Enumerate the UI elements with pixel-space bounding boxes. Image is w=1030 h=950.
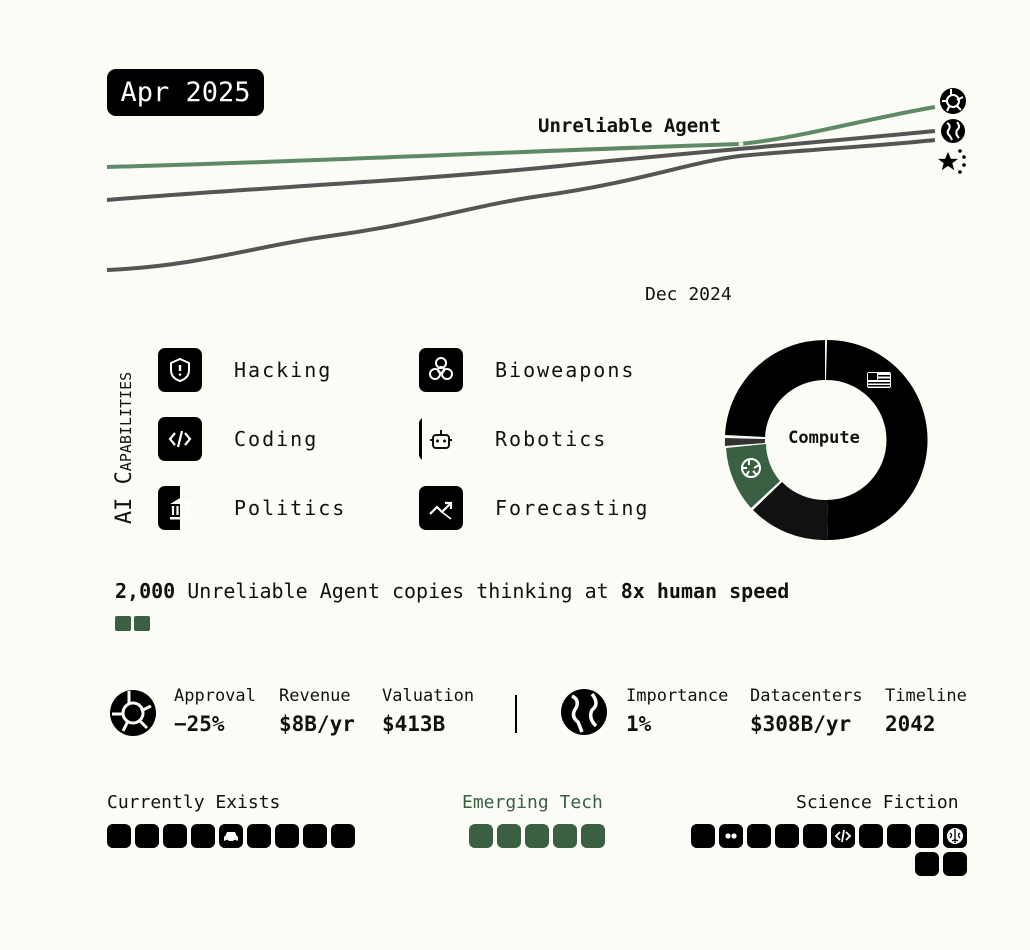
capability-label: Robotics <box>495 427 608 451</box>
tier-emerging-label: Emerging Tech <box>462 792 603 813</box>
tier-current-label: Currently Exists <box>107 792 281 813</box>
trend-line-china <box>106 138 936 272</box>
stat-timeline: Timeline 2042 <box>885 686 967 736</box>
trend-marker <box>738 141 744 147</box>
dots-icon <box>719 824 743 848</box>
donut-segment-small <box>724 438 765 446</box>
compute-donut <box>724 339 928 541</box>
stats-divider <box>515 695 517 733</box>
trend-series-label: Unreliable Agent <box>538 115 722 137</box>
capability-label: Politics <box>234 496 347 520</box>
openai-logo-icon <box>940 88 966 114</box>
current-tech-chip <box>247 824 271 848</box>
emerging-tech-chip <box>525 824 549 848</box>
capabilities-title: AI Capabilities <box>112 371 137 525</box>
robot-icon <box>419 417 463 461</box>
car-icon <box>219 824 243 848</box>
stat-revenue: Revenue $8B/yr <box>279 686 355 736</box>
fiction-tech-chip <box>775 824 799 848</box>
donut-segment-other <box>725 339 825 437</box>
government-building-icon <box>158 486 202 530</box>
agent-copies-indicator <box>115 616 150 631</box>
capability-bioweapons: Bioweapons <box>419 347 635 393</box>
emerging-tech-chip <box>581 824 605 848</box>
stat-importance: Importance 1% <box>626 686 729 736</box>
date-badge: Apr 2025 <box>107 69 264 116</box>
current-tech-chip <box>275 824 299 848</box>
donut-segment-dark <box>753 482 828 541</box>
tier-fiction-label: Science Fiction <box>796 792 959 813</box>
openai-logo-icon <box>741 458 761 478</box>
agent-speed: 8x human speed <box>620 579 790 603</box>
agent-copy-square <box>115 616 131 631</box>
capability-forecasting: Forecasting <box>419 485 649 531</box>
stat-valuation: Valuation $413B <box>382 686 475 736</box>
trend-line-world <box>106 129 936 202</box>
capability-label: Forecasting <box>495 496 650 520</box>
current-tech-chip <box>163 824 187 848</box>
capability-coding: Coding <box>158 416 318 462</box>
code-icon <box>158 417 202 461</box>
fiction-tech-chip <box>915 824 939 848</box>
agent-copy-square <box>134 616 150 631</box>
trend-icon <box>419 486 463 530</box>
globe-icon <box>561 689 607 735</box>
current-tech-chip <box>303 824 327 848</box>
code-icon <box>831 824 855 848</box>
trend-chart <box>106 88 966 272</box>
tier-fiction-chips <box>691 824 967 876</box>
emerging-tech-chip <box>497 824 521 848</box>
biohazard-icon <box>419 348 463 392</box>
tier-current-chips <box>107 824 355 848</box>
us-flag-icon <box>867 372 891 388</box>
current-tech-chip <box>191 824 215 848</box>
compute-label: Compute <box>788 428 860 448</box>
fiction-tech-chip <box>943 852 967 876</box>
capability-hacking: Hacking <box>158 347 332 393</box>
capability-label: Hacking <box>234 358 333 382</box>
openai-logo-icon <box>110 690 156 736</box>
brain-icon <box>943 824 967 848</box>
capability-politics: Politics <box>158 485 346 531</box>
capability-robotics: Robotics <box>419 416 607 462</box>
current-tech-chip <box>135 824 159 848</box>
capability-label: Bioweapons <box>495 358 636 382</box>
fiction-tech-chip <box>887 824 911 848</box>
donut-segment-us <box>826 339 928 540</box>
shield-icon <box>158 348 202 392</box>
fiction-tech-chip <box>691 824 715 848</box>
fiction-tech-chip <box>747 824 771 848</box>
capability-label: Coding <box>234 427 319 451</box>
globe-icon <box>941 119 965 143</box>
trend-x-tick: Dec 2024 <box>645 284 732 305</box>
stat-approval: Approval −25% <box>174 686 256 736</box>
emerging-tech-chip <box>469 824 493 848</box>
agent-copies-text: 2,000 Unreliable Agent copies thinking a… <box>115 579 790 603</box>
tier-emerging-chips <box>469 824 605 848</box>
fiction-tech-chip <box>803 824 827 848</box>
fiction-tech-chip <box>859 824 883 848</box>
fiction-tech-chip <box>915 852 939 876</box>
agent-count: 2,000 <box>115 579 176 603</box>
current-tech-chip <box>331 824 355 848</box>
china-stars-icon <box>938 149 966 174</box>
emerging-tech-chip <box>553 824 577 848</box>
trend-line-openai <box>106 105 936 169</box>
current-tech-chip <box>107 824 131 848</box>
stat-datacenters: Datacenters $308B/yr <box>750 686 863 736</box>
